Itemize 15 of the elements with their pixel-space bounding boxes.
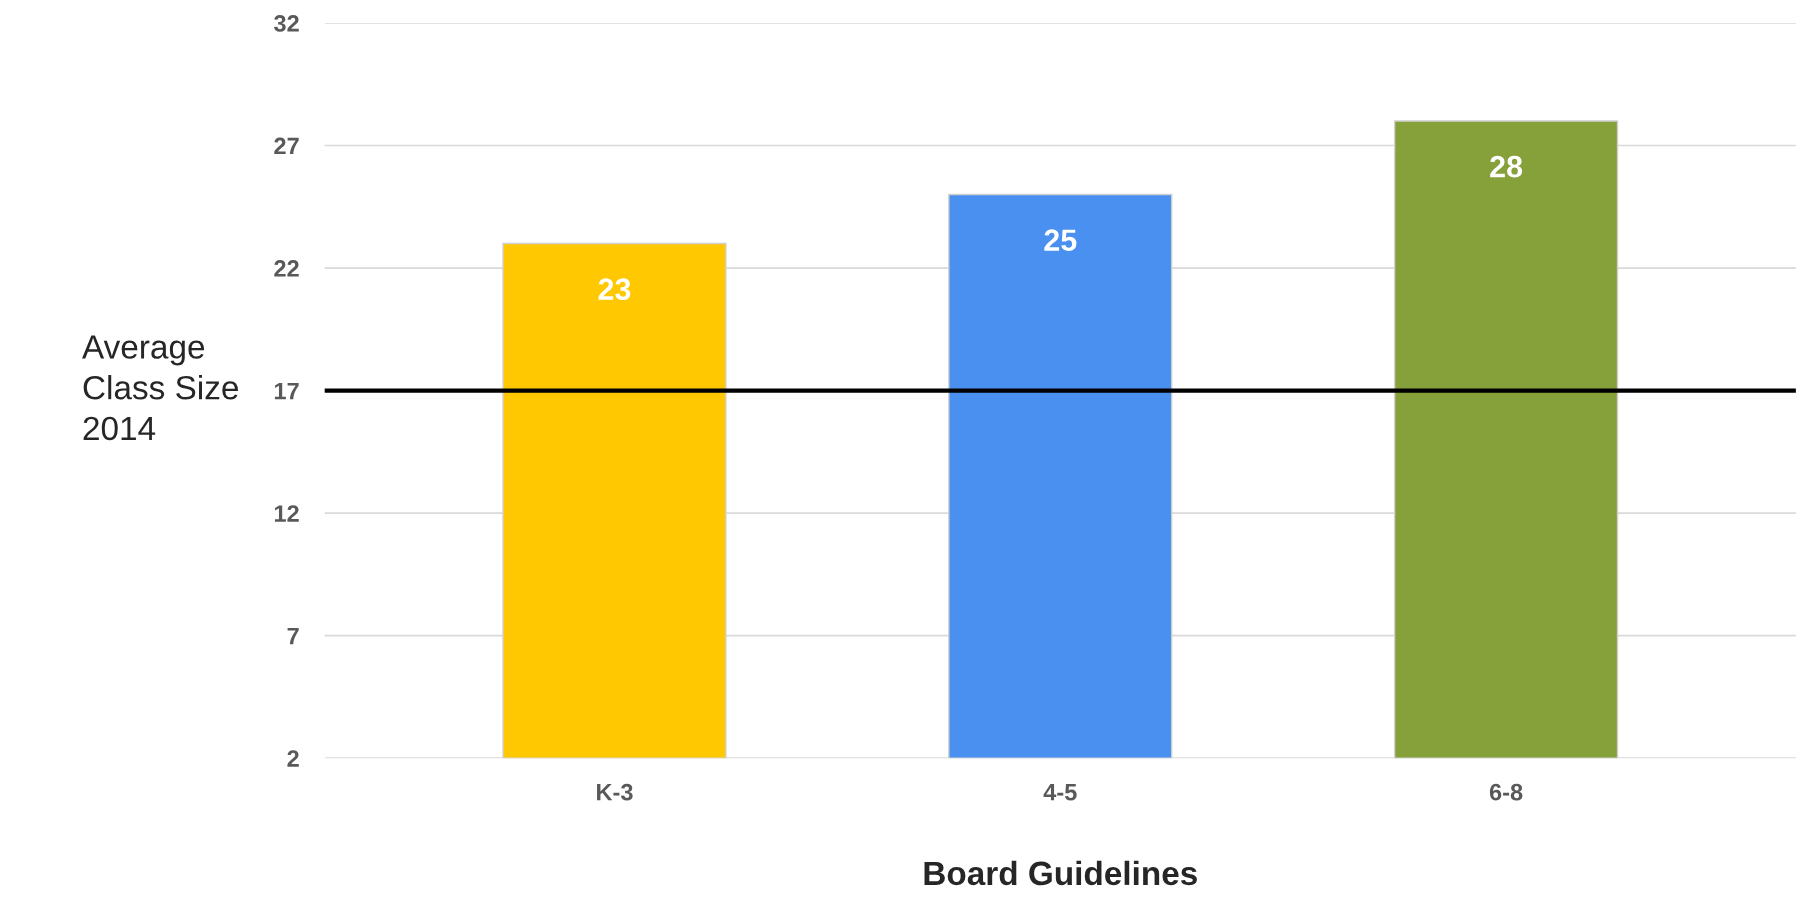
data-label: 28 — [1490, 155, 1523, 178]
data-label: 23 — [598, 278, 631, 301]
y-tick-label: 27 — [274, 137, 299, 155]
data-label: 25 — [1044, 229, 1077, 251]
x-tick-label: 6-8 — [1489, 783, 1523, 801]
y-tick-label: 12 — [274, 505, 299, 522]
x-tick-label: 4-5 — [1043, 784, 1077, 801]
ref-line-label: Average Class Size 2014 — [82, 335, 238, 441]
y-tick-label: 7 — [287, 627, 299, 645]
y-tick-label: 22 — [274, 260, 299, 277]
x-tick-label: K-3 — [597, 783, 633, 801]
y-tick-label: 17 — [274, 382, 299, 400]
y-tick-label: 2 — [287, 750, 299, 767]
y-tick-label: 32 — [273, 15, 299, 32]
x-axis-title: Board Guidelines — [924, 860, 1197, 886]
